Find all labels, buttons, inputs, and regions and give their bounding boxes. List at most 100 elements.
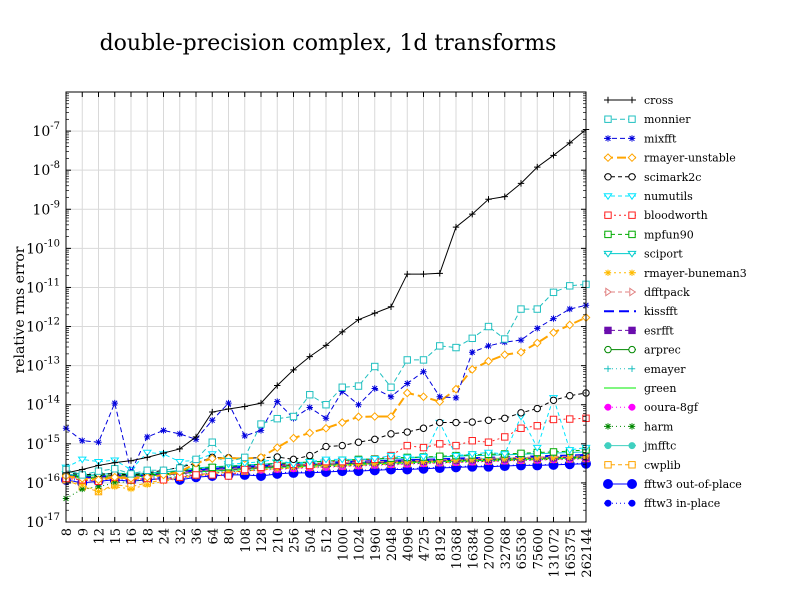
data-point	[225, 399, 232, 407]
data-point	[628, 269, 636, 276]
data-point	[452, 223, 460, 231]
data-point	[371, 435, 379, 444]
data-point	[517, 336, 525, 344]
legend-label: arprec	[644, 344, 681, 357]
data-point	[94, 467, 103, 475]
legend-item: cross	[604, 94, 674, 107]
data-point	[176, 464, 184, 472]
data-point	[604, 211, 612, 219]
data-point	[500, 350, 510, 360]
data-point	[627, 479, 637, 489]
data-point	[322, 342, 330, 349]
data-point	[549, 288, 558, 297]
data-point	[549, 415, 558, 424]
data-point	[337, 418, 347, 427]
data-point	[517, 305, 525, 313]
data-point	[484, 438, 493, 446]
data-point	[322, 442, 330, 451]
data-point	[627, 193, 637, 201]
data-point	[322, 415, 330, 422]
data-point	[451, 452, 461, 460]
data-point	[305, 428, 315, 438]
data-point	[371, 460, 378, 467]
data-point	[484, 322, 493, 331]
data-point	[534, 163, 541, 171]
legend-item: arprec	[604, 344, 681, 357]
data-point	[483, 449, 494, 457]
data-point	[533, 305, 541, 313]
data-point	[273, 453, 281, 461]
x-tick-label: 165375	[564, 528, 579, 578]
legend-item: harm	[604, 420, 674, 433]
x-tick-label: 80	[223, 528, 238, 545]
legend-label: mpfun90	[644, 228, 694, 241]
data-point	[111, 399, 118, 407]
data-point	[467, 365, 477, 374]
data-point	[603, 479, 613, 489]
data-point	[566, 305, 573, 313]
data-point	[435, 397, 445, 407]
legend-item: cwplib	[604, 459, 681, 472]
data-point	[420, 368, 427, 375]
data-point	[516, 347, 526, 357]
data-point	[338, 441, 346, 450]
data-point	[370, 412, 380, 421]
data-point	[143, 466, 151, 475]
data-point	[95, 483, 102, 490]
data-point	[566, 415, 574, 423]
data-point	[176, 430, 183, 438]
data-point	[159, 466, 168, 475]
series-mixfft	[62, 302, 590, 476]
data-point	[628, 173, 636, 181]
x-tick-label: 2048	[385, 528, 400, 561]
data-point	[289, 455, 298, 464]
y-tick-exponent: -7	[50, 121, 60, 132]
data-point	[77, 456, 87, 464]
data-point	[306, 451, 314, 460]
data-point	[208, 471, 216, 479]
legend-label: esrfft	[644, 324, 674, 337]
data-point	[628, 442, 636, 450]
legend-label: cross	[644, 94, 674, 107]
x-tick-label: 504	[304, 528, 319, 553]
x-tick-label: 75600	[531, 528, 546, 569]
legend-label: numutils	[644, 190, 693, 203]
x-tick-label: 64	[206, 528, 221, 545]
legend-label: sciport	[644, 248, 683, 261]
legend-label: harm	[644, 420, 674, 433]
data-point	[403, 428, 411, 436]
data-point	[484, 416, 493, 424]
data-point	[322, 401, 330, 409]
data-point	[207, 454, 217, 463]
data-point	[127, 470, 135, 478]
data-point	[627, 153, 637, 163]
data-point	[452, 441, 460, 450]
data-point	[274, 382, 281, 389]
data-point	[225, 468, 232, 476]
data-point	[225, 405, 232, 413]
data-point	[241, 403, 248, 410]
legend-label: fftw3 out-of-place	[644, 478, 742, 491]
legend-item: ooura-8gf	[604, 401, 699, 414]
legend-label: rmayer-unstable	[644, 152, 736, 165]
data-point	[604, 135, 612, 142]
legend-label: monnier	[644, 113, 691, 126]
data-point	[420, 458, 427, 465]
data-point	[355, 316, 362, 323]
y-tick-exponent: -8	[50, 160, 60, 171]
data-point	[273, 414, 281, 423]
x-tick-label: 512	[320, 528, 335, 553]
series-cross	[62, 126, 590, 477]
data-point	[305, 458, 315, 466]
data-point	[603, 250, 613, 258]
data-point	[468, 334, 476, 343]
data-point	[387, 393, 395, 400]
data-point	[467, 451, 477, 459]
data-point	[144, 454, 151, 461]
data-point	[355, 461, 362, 468]
legend-label: dfftpack	[644, 286, 690, 299]
x-tick-label: 32	[174, 528, 189, 545]
data-point	[110, 472, 120, 482]
series-line	[65, 392, 587, 476]
data-point	[549, 328, 558, 338]
